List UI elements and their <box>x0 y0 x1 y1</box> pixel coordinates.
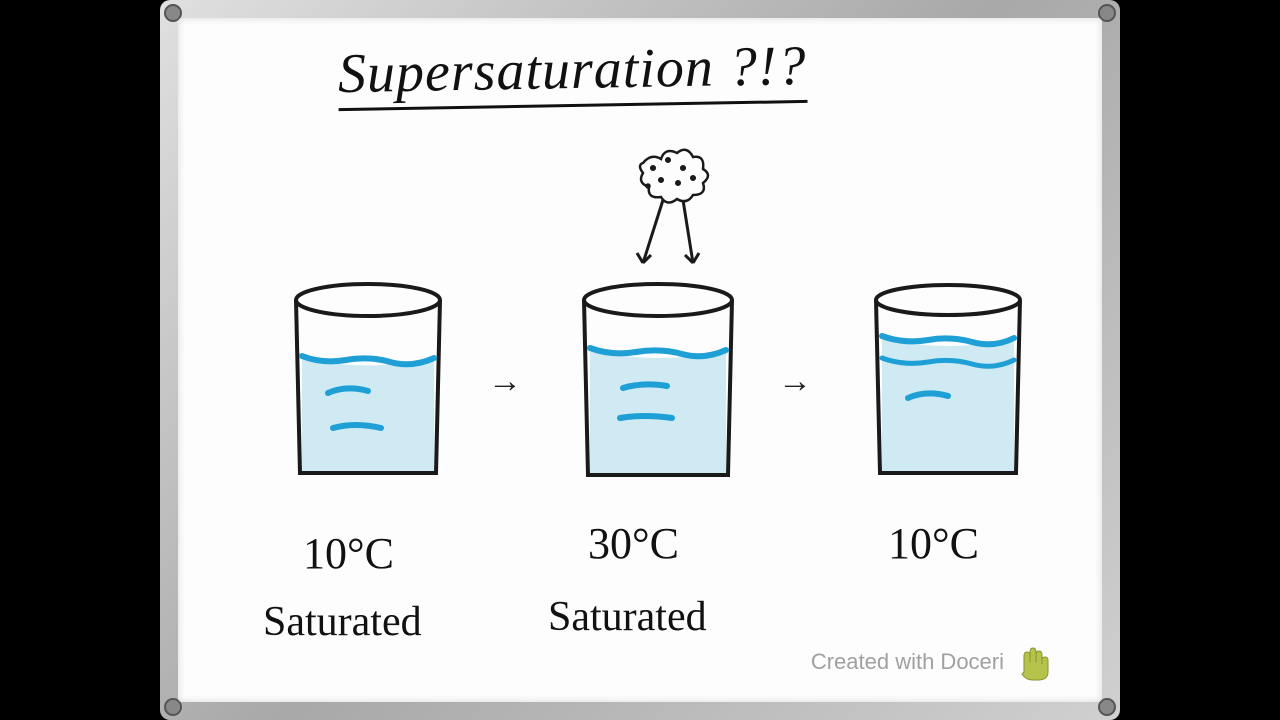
beaker-2-status: Saturated <box>548 593 707 641</box>
solute-cloud-icon <box>593 138 763 278</box>
beaker-1 <box>278 278 458 493</box>
beaker-sequence <box>178 278 1102 498</box>
beaker-icon <box>568 278 748 488</box>
watermark: Created with Doceri <box>811 642 1052 682</box>
beaker-2 <box>568 278 748 493</box>
beaker-1-status: Saturated <box>263 598 422 646</box>
beaker-icon <box>858 278 1038 488</box>
whiteboard-frame: Supersaturation ?!? <box>160 0 1120 720</box>
whiteboard-surface: Supersaturation ?!? <box>178 18 1102 702</box>
beaker-3-temp: 10°C <box>888 518 979 569</box>
flow-arrow-icon: → <box>778 363 812 401</box>
beaker-2-temp: 30°C <box>588 518 679 569</box>
watermark-text: Created with Doceri <box>811 649 1004 675</box>
video-letterbox: Supersaturation ?!? <box>0 0 1280 720</box>
diagram-title: Supersaturation ?!? <box>337 34 807 111</box>
flow-arrow-icon: → <box>488 363 522 401</box>
beaker-icon <box>278 278 458 488</box>
beaker-1-temp: 10°C <box>303 528 394 579</box>
doceri-hand-icon <box>1012 642 1052 682</box>
beaker-3 <box>858 278 1038 493</box>
